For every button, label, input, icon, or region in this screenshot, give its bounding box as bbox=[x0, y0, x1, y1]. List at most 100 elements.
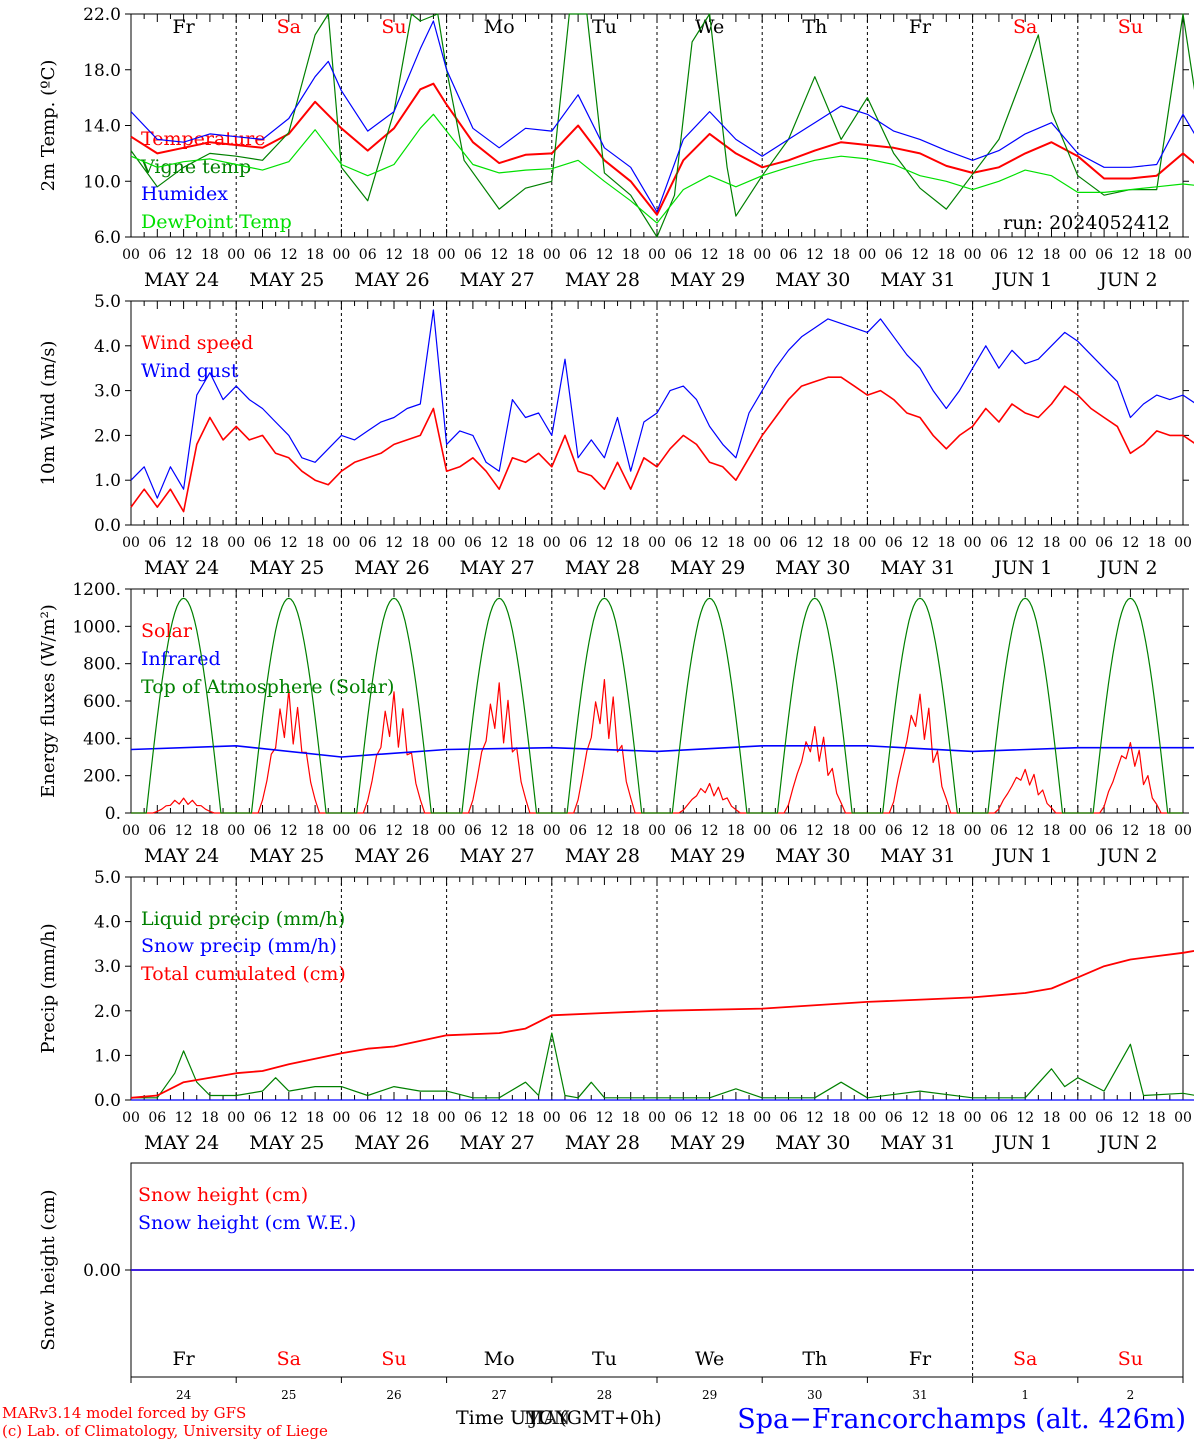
weekday-label: Sa bbox=[277, 1348, 301, 1370]
date-label: JUN 1 bbox=[992, 1132, 1052, 1154]
y-tick-label: 10.0 bbox=[83, 172, 121, 192]
legend-entry: DewPoint Temp bbox=[141, 211, 292, 233]
date-label: MAY 30 bbox=[775, 1132, 850, 1154]
hour-label: 18 bbox=[727, 535, 745, 551]
hour-label: 00 bbox=[438, 535, 456, 551]
hour-label: 12 bbox=[385, 247, 403, 263]
hour-label: 18 bbox=[622, 535, 640, 551]
hour-label: 00 bbox=[543, 535, 561, 551]
hour-label: 18 bbox=[517, 247, 535, 263]
hour-label: 00 bbox=[964, 1110, 982, 1126]
hour-label: 00 bbox=[543, 247, 561, 263]
hour-label: 00 bbox=[332, 247, 350, 263]
hour-label: 18 bbox=[1043, 1110, 1061, 1126]
date-label: MAY 29 bbox=[670, 845, 745, 867]
date-label: MAY 31 bbox=[880, 557, 955, 579]
hour-label: 12 bbox=[175, 1110, 193, 1126]
hour-label: 18 bbox=[832, 823, 850, 839]
hour-label: 12 bbox=[175, 823, 193, 839]
hour-label: 18 bbox=[1148, 1110, 1166, 1126]
y-tick-label: 5.0 bbox=[94, 292, 121, 312]
date-label: MAY 28 bbox=[565, 1132, 640, 1154]
hour-label: 00 bbox=[227, 247, 245, 263]
y-tick-label: 2.0 bbox=[94, 1002, 121, 1022]
hour-label: 00 bbox=[753, 823, 771, 839]
hour-label: 00 bbox=[1069, 823, 1087, 839]
y-tick-label: 3.0 bbox=[94, 382, 121, 402]
weekday-label: Fr bbox=[172, 16, 195, 38]
hour-label: 18 bbox=[411, 247, 429, 263]
date-label: MAY 28 bbox=[565, 557, 640, 579]
series-line bbox=[131, 597, 1183, 814]
hour-label: 06 bbox=[464, 823, 482, 839]
hour-label: 18 bbox=[306, 1110, 324, 1126]
hour-label: 06 bbox=[885, 1110, 903, 1126]
hour-label: 18 bbox=[622, 1110, 640, 1126]
hour-label: 12 bbox=[1016, 247, 1034, 263]
y-tick-label: 4.0 bbox=[94, 913, 121, 933]
y-tick-label: 0.0 bbox=[94, 1091, 121, 1111]
hour-label: 18 bbox=[411, 823, 429, 839]
hour-label: 12 bbox=[280, 1110, 298, 1126]
hour-label: 00 bbox=[122, 823, 140, 839]
weekday-label: Sa bbox=[1013, 1348, 1037, 1370]
y-tick-label: 0.0 bbox=[94, 516, 121, 536]
hour-label: 06 bbox=[780, 535, 798, 551]
hour-label: 00 bbox=[648, 823, 666, 839]
day-number: 29 bbox=[702, 1388, 717, 1402]
panel-snow: 0.00 Snow height (cm) Snow height (cm) Snow… bbox=[38, 1162, 1194, 1402]
hour-label: 00 bbox=[227, 535, 245, 551]
series-line bbox=[130, 82, 1194, 216]
hour-label: 00 bbox=[1069, 535, 1087, 551]
credit-line-2: (c) Lab. of Climatology, University of L… bbox=[2, 1422, 328, 1440]
hour-label: 12 bbox=[385, 535, 403, 551]
legend-entry: Top of Atmosphere (Solar) bbox=[141, 676, 394, 698]
hour-label: 12 bbox=[595, 535, 613, 551]
date-label: MAY 26 bbox=[354, 845, 429, 867]
date-label: MAY 27 bbox=[460, 557, 535, 579]
hour-label: 00 bbox=[1069, 247, 1087, 263]
weekday-label: Th bbox=[802, 16, 827, 38]
day-number: 30 bbox=[807, 1388, 822, 1402]
date-label: MAY 24 bbox=[144, 845, 219, 867]
hour-label: 18 bbox=[1148, 535, 1166, 551]
hour-label: 18 bbox=[1043, 823, 1061, 839]
y-axis-label: Snow height (cm) bbox=[38, 1189, 59, 1350]
legend-entry: Snow precip (mm/h) bbox=[141, 935, 337, 957]
hour-label: 12 bbox=[701, 1110, 719, 1126]
hour-label: 06 bbox=[1095, 823, 1113, 839]
date-label: MAY 27 bbox=[460, 269, 535, 291]
hour-label: 06 bbox=[1095, 247, 1113, 263]
hour-label: 12 bbox=[911, 535, 929, 551]
hour-label: 12 bbox=[1016, 823, 1034, 839]
hour-label: 00 bbox=[1174, 247, 1192, 263]
hour-label: 06 bbox=[359, 823, 377, 839]
hour-label: 18 bbox=[1043, 247, 1061, 263]
y-tick-label: 800. bbox=[83, 655, 121, 675]
hour-label: 18 bbox=[1148, 823, 1166, 839]
hour-label: 12 bbox=[911, 1110, 929, 1126]
hour-label: 00 bbox=[1174, 535, 1192, 551]
hour-label: 18 bbox=[517, 1110, 535, 1126]
legend-entry: Infrared bbox=[141, 648, 221, 670]
date-label: MAY 25 bbox=[249, 1132, 324, 1154]
hour-label: 12 bbox=[490, 823, 508, 839]
date-label: JUN 2 bbox=[1097, 557, 1157, 579]
date-label: MAY 26 bbox=[354, 1132, 429, 1154]
hour-label: 06 bbox=[464, 247, 482, 263]
hour-label: 12 bbox=[385, 823, 403, 839]
hour-label: 00 bbox=[227, 823, 245, 839]
hour-label: 18 bbox=[727, 247, 745, 263]
hour-label: 06 bbox=[1095, 1110, 1113, 1126]
hour-label: 18 bbox=[832, 247, 850, 263]
hour-label: 18 bbox=[937, 247, 955, 263]
hour-label: 12 bbox=[701, 823, 719, 839]
date-label: MAY 30 bbox=[775, 557, 850, 579]
y-tick-label: 6.0 bbox=[94, 228, 121, 248]
hour-label: 00 bbox=[1174, 1110, 1192, 1126]
legend-entry: Humidex bbox=[141, 183, 228, 205]
hour-label: 18 bbox=[1148, 247, 1166, 263]
hour-label: 06 bbox=[148, 823, 166, 839]
legend-entry: Snow height (cm W.E.) bbox=[138, 1212, 356, 1234]
